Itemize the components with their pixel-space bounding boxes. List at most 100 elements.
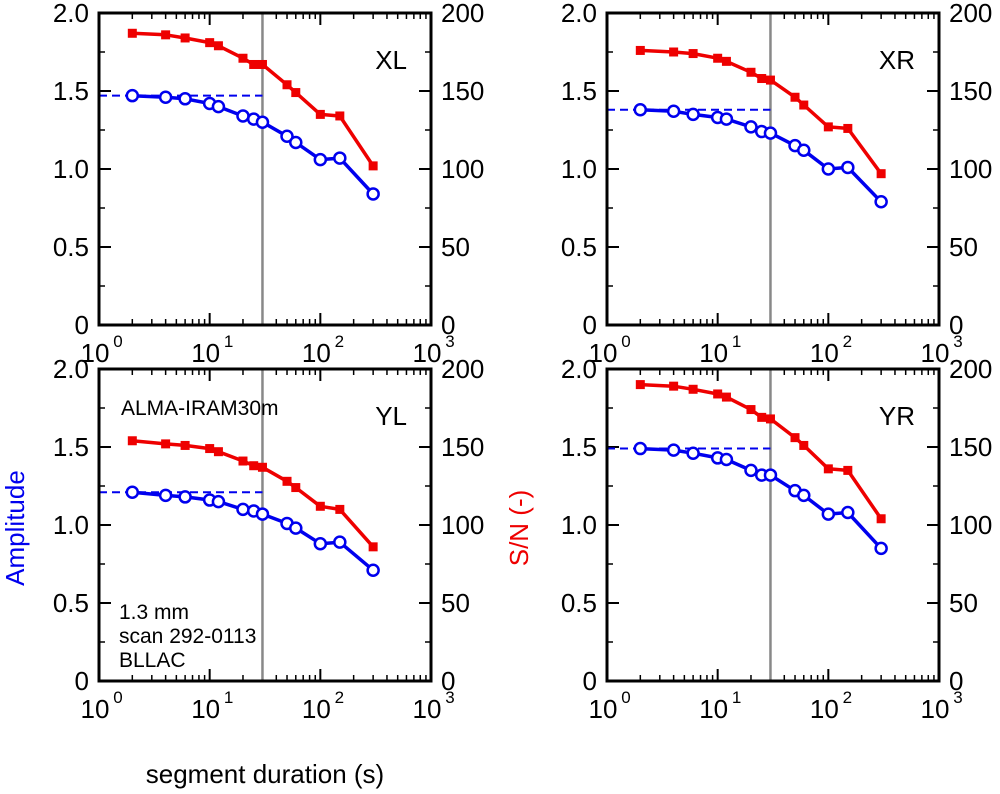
right-tick-label: 50 (949, 588, 978, 618)
data-point-amplitude (125, 485, 140, 499)
data-point-amplitude (821, 162, 836, 176)
x-axis-label: segment duration (s) (146, 759, 384, 789)
data-point-snr (335, 111, 345, 121)
left-tick-label: 1.0 (53, 154, 89, 184)
data-point-amplitude (255, 115, 270, 129)
left-tick-label: 1.5 (561, 76, 597, 106)
data-point-snr (688, 384, 698, 394)
x-tick-exponent: 1 (732, 688, 741, 707)
data-point-amplitude (744, 120, 758, 134)
data-point-snr (282, 80, 292, 90)
panel-label: YL (375, 401, 407, 431)
data-point-snr (790, 433, 800, 443)
annotation-text: scan 292-0113 (119, 625, 256, 648)
data-point-amplitude (158, 90, 173, 104)
data-point-amplitude (797, 143, 811, 158)
x-tick-label: 10 (921, 338, 950, 368)
data-point-snr (335, 504, 345, 514)
left-tick-label: 2.0 (561, 0, 597, 28)
data-point-snr (257, 59, 267, 69)
data-point-snr (823, 122, 833, 132)
data-point-snr (249, 59, 259, 69)
data-point-snr (635, 45, 645, 55)
data-point-snr (669, 381, 679, 391)
x-tick-exponent: 2 (335, 688, 344, 707)
right-tick-label: 100 (441, 154, 484, 184)
data-point-snr (765, 75, 775, 85)
data-point-amplitude (686, 107, 700, 122)
panel-yl: 10 0 10 1 10 2 10 300.51.01.52.0050100150200YLA… (53, 354, 485, 724)
right-tick-label: 50 (441, 588, 470, 618)
x-tick-exponent: 2 (335, 332, 344, 351)
right-tick-label: 0 (949, 666, 963, 696)
left-tick-label: 0.5 (53, 588, 89, 618)
right-tick-label: 50 (949, 232, 978, 262)
data-point-amplitude (719, 452, 734, 467)
x-tick-label: 10 (191, 338, 220, 368)
data-point-amplitude (744, 463, 758, 478)
data-point-snr (127, 28, 137, 38)
plot-frame (97, 11, 433, 327)
data-point-amplitude (289, 135, 303, 150)
data-point-snr (669, 47, 679, 57)
x-tick-label: 10 (302, 338, 331, 368)
data-point-amplitude (313, 152, 328, 167)
left-tick-label: 1.0 (561, 510, 597, 540)
data-point-amplitude (211, 494, 226, 509)
x-tick-exponent: 2 (843, 332, 852, 351)
data-point-snr (257, 462, 267, 472)
series-line-amplitude (640, 446, 883, 550)
data-point-amplitude (236, 502, 250, 517)
data-point-snr (746, 405, 756, 415)
x-tick-exponent: 3 (953, 688, 962, 707)
data-point-amplitude (125, 88, 140, 103)
left-tick-label: 1.5 (53, 76, 89, 106)
x-tick-label: 10 (589, 694, 618, 724)
x-tick-label: 10 (589, 338, 618, 368)
x-tick-exponent: 3 (445, 688, 454, 707)
data-point-snr (823, 464, 833, 474)
data-point-amplitude (633, 102, 648, 117)
data-point-snr (746, 67, 756, 77)
right-tick-label: 200 (949, 0, 992, 28)
data-point-snr (843, 123, 853, 133)
y-axis-label-snr: S/N (-) (504, 490, 534, 567)
left-tick-label: 2.0 (53, 0, 89, 28)
right-tick-label: 150 (949, 432, 992, 462)
data-point-amplitude (719, 112, 734, 126)
right-tick-label: 150 (441, 76, 484, 106)
annotation-text: ALMA-IRAM30m (121, 397, 279, 420)
data-point-snr (205, 444, 215, 454)
right-tick-label: 150 (949, 76, 992, 106)
panel-label: XR (879, 45, 915, 75)
x-tick-exponent: 3 (953, 332, 962, 351)
data-point-amplitude (666, 443, 681, 457)
data-point-amplitude (280, 129, 294, 143)
left-tick-label: 2.0 (53, 354, 89, 384)
series-line-amplitude (132, 93, 375, 196)
data-point-snr (291, 88, 301, 98)
data-point-snr (721, 56, 731, 66)
data-point-snr (843, 465, 853, 475)
data-point-snr (688, 49, 698, 59)
x-tick-exponent: 2 (843, 688, 852, 707)
left-tick-label: 0 (583, 310, 597, 340)
data-point-amplitude (158, 488, 173, 503)
x-tick-label: 10 (921, 694, 950, 724)
data-point-snr (291, 483, 301, 493)
data-point-amplitude (763, 468, 778, 482)
data-point-amplitude (211, 99, 226, 114)
x-tick-exponent: 0 (113, 688, 122, 707)
right-tick-label: 50 (441, 232, 470, 262)
data-point-snr (238, 53, 248, 63)
data-point-amplitude (333, 151, 347, 165)
data-point-amplitude (841, 160, 855, 175)
data-point-snr (180, 440, 190, 450)
x-tick-exponent: 0 (621, 688, 630, 707)
panel-label: YR (879, 401, 915, 431)
data-point-amplitude (236, 109, 250, 123)
right-tick-label: 0 (949, 310, 963, 340)
x-tick-label: 10 (413, 694, 442, 724)
plot-frame (97, 367, 433, 683)
